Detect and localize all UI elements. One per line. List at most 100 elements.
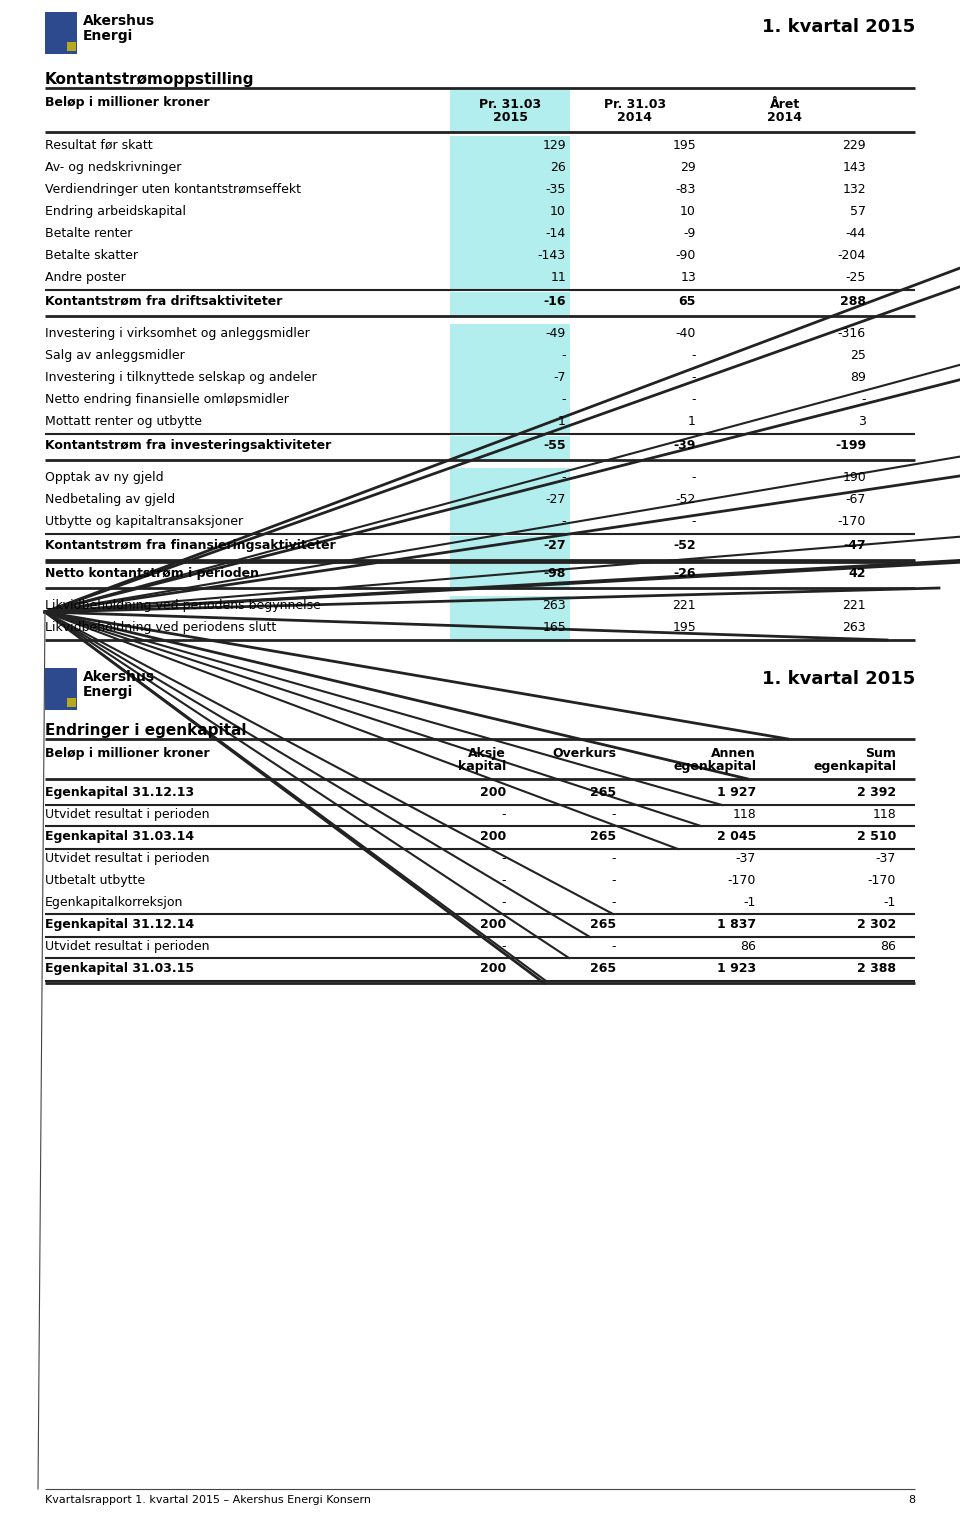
- Text: -: -: [562, 392, 566, 406]
- Text: Utvidet resultat i perioden: Utvidet resultat i perioden: [45, 852, 209, 864]
- Text: Akershus: Akershus: [83, 670, 156, 684]
- Text: 86: 86: [740, 941, 756, 953]
- Text: Andre poster: Andre poster: [45, 270, 126, 284]
- Text: 288: 288: [840, 295, 866, 308]
- Text: Sum: Sum: [865, 747, 896, 760]
- Text: Kontantstrømoppstilling: Kontantstrømoppstilling: [45, 72, 254, 87]
- Text: Kontantstrøm fra investeringsaktiviteter: Kontantstrøm fra investeringsaktiviteter: [45, 438, 331, 452]
- Text: Energi: Energi: [83, 29, 133, 43]
- Text: Energi: Energi: [83, 686, 133, 699]
- Text: Beløp i millioner kroner: Beløp i millioner kroner: [45, 96, 209, 108]
- Text: 190: 190: [842, 470, 866, 484]
- Bar: [450, 536, 570, 560]
- Text: -27: -27: [545, 493, 566, 505]
- Text: -25: -25: [846, 270, 866, 284]
- Text: -: -: [612, 808, 616, 822]
- Text: -9: -9: [684, 228, 696, 240]
- Text: 132: 132: [842, 183, 866, 195]
- Text: 1. kvartal 2015: 1. kvartal 2015: [761, 670, 915, 689]
- Text: -83: -83: [676, 183, 696, 195]
- Text: -37: -37: [876, 852, 896, 864]
- Bar: [67, 698, 76, 707]
- Text: -: -: [691, 515, 696, 528]
- Text: 195: 195: [672, 621, 696, 634]
- Text: 10: 10: [550, 205, 566, 218]
- Text: Investering i virksomhet og anleggsmidler: Investering i virksomhet og anleggsmidle…: [45, 327, 310, 341]
- Text: -1: -1: [883, 896, 896, 909]
- Text: Mottatt renter og utbytte: Mottatt renter og utbytte: [45, 415, 202, 428]
- Text: -55: -55: [543, 438, 566, 452]
- Text: -: -: [562, 350, 566, 362]
- Text: Verdiendringer uten kontantstrømseffekt: Verdiendringer uten kontantstrømseffekt: [45, 183, 301, 195]
- Text: Investering i tilknyttede selskap og andeler: Investering i tilknyttede selskap og and…: [45, 371, 317, 383]
- Text: 11: 11: [550, 270, 566, 284]
- Text: Likvidbeholdning ved periodens begynnelse: Likvidbeholdning ved periodens begynnels…: [45, 599, 321, 612]
- Text: Netto kontantstrøm i perioden: Netto kontantstrøm i perioden: [45, 567, 259, 580]
- Bar: [450, 269, 570, 290]
- Text: 3: 3: [858, 415, 866, 428]
- Text: Egenkapitalkorreksjon: Egenkapitalkorreksjon: [45, 896, 183, 909]
- Bar: [450, 563, 570, 588]
- Bar: [450, 136, 570, 157]
- Text: 200: 200: [480, 918, 506, 931]
- Text: -: -: [501, 941, 506, 953]
- Text: 1: 1: [688, 415, 696, 428]
- Text: Akershus: Akershus: [83, 14, 156, 27]
- Text: -: -: [562, 470, 566, 484]
- Text: 265: 265: [589, 962, 616, 976]
- Text: -90: -90: [676, 249, 696, 263]
- Text: -37: -37: [735, 852, 756, 864]
- Text: egenkapital: egenkapital: [673, 760, 756, 773]
- Text: 263: 263: [542, 599, 566, 612]
- Text: 65: 65: [679, 295, 696, 308]
- Text: -47: -47: [844, 539, 866, 551]
- Bar: [450, 490, 570, 512]
- Text: Kontantstrøm fra finansieringsaktiviteter: Kontantstrøm fra finansieringsaktivitete…: [45, 539, 336, 551]
- Bar: [450, 467, 570, 490]
- Text: Opptak av ny gjeld: Opptak av ny gjeld: [45, 470, 163, 484]
- Text: -52: -52: [676, 493, 696, 505]
- Text: -98: -98: [543, 567, 566, 580]
- Text: 221: 221: [842, 599, 866, 612]
- Text: -: -: [501, 852, 506, 864]
- Text: -143: -143: [538, 249, 566, 263]
- Text: -35: -35: [545, 183, 566, 195]
- Text: 1: 1: [558, 415, 566, 428]
- Text: kapital: kapital: [458, 760, 506, 773]
- Bar: [450, 292, 570, 315]
- Text: -199: -199: [835, 438, 866, 452]
- Bar: [45, 12, 77, 53]
- Bar: [450, 292, 570, 316]
- Text: 200: 200: [480, 831, 506, 843]
- Text: Av- og nedskrivninger: Av- og nedskrivninger: [45, 160, 181, 174]
- Text: -: -: [612, 873, 616, 887]
- Text: Endringer i egenkapital: Endringer i egenkapital: [45, 722, 247, 738]
- Text: Egenkapital 31.12.13: Egenkapital 31.12.13: [45, 786, 194, 799]
- Text: Betalte renter: Betalte renter: [45, 228, 132, 240]
- Text: 129: 129: [542, 139, 566, 153]
- Text: 2014: 2014: [617, 111, 653, 124]
- Text: -: -: [612, 941, 616, 953]
- Bar: [450, 412, 570, 434]
- Bar: [450, 512, 570, 534]
- Text: -: -: [612, 896, 616, 909]
- Text: 2014: 2014: [767, 111, 803, 124]
- Text: 26: 26: [550, 160, 566, 174]
- Text: 29: 29: [681, 160, 696, 174]
- Text: -26: -26: [674, 567, 696, 580]
- Text: 1 837: 1 837: [717, 918, 756, 931]
- Text: -204: -204: [838, 249, 866, 263]
- Bar: [450, 368, 570, 389]
- Text: Utbytte og kapitaltransaksjoner: Utbytte og kapitaltransaksjoner: [45, 515, 243, 528]
- Bar: [450, 246, 570, 269]
- Bar: [450, 437, 570, 460]
- Text: -40: -40: [676, 327, 696, 341]
- Text: Nedbetaling av gjeld: Nedbetaling av gjeld: [45, 493, 175, 505]
- Text: -: -: [691, 371, 696, 383]
- Bar: [450, 563, 570, 586]
- Bar: [450, 389, 570, 412]
- Text: -: -: [501, 808, 506, 822]
- Bar: [67, 43, 76, 50]
- Text: -: -: [691, 470, 696, 484]
- Text: Annen: Annen: [711, 747, 756, 760]
